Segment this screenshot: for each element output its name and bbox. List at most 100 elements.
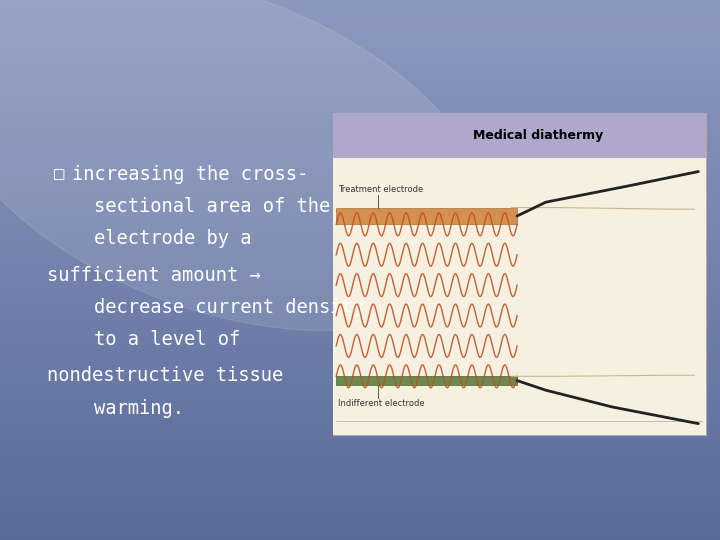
- Bar: [0, 198, 720, 201]
- Bar: [0, 133, 720, 137]
- Bar: [0, 93, 720, 97]
- Bar: [0, 130, 720, 133]
- Bar: [0, 414, 720, 417]
- Bar: [0, 69, 720, 72]
- Bar: [0, 158, 720, 162]
- Bar: [0, 216, 720, 220]
- Bar: [0, 497, 720, 501]
- Bar: [333, 113, 706, 158]
- Bar: [0, 454, 720, 457]
- Bar: [0, 101, 720, 104]
- Bar: [0, 108, 720, 112]
- Bar: [0, 457, 720, 461]
- Bar: [0, 479, 720, 482]
- Bar: [0, 363, 720, 367]
- Bar: [0, 177, 720, 180]
- Bar: [0, 7, 720, 11]
- Bar: [0, 288, 720, 292]
- Bar: [0, 342, 720, 346]
- Bar: [0, 443, 720, 447]
- Bar: [0, 285, 720, 288]
- Bar: [0, 205, 720, 209]
- Bar: [0, 378, 720, 382]
- Bar: [0, 11, 720, 15]
- Text: □: □: [54, 165, 65, 183]
- Bar: [0, 234, 720, 238]
- Bar: [0, 274, 720, 277]
- Bar: [0, 245, 720, 248]
- Bar: [0, 112, 720, 115]
- Bar: [0, 335, 720, 339]
- Bar: [0, 58, 720, 61]
- Bar: [0, 169, 720, 173]
- Bar: [0, 173, 720, 177]
- Bar: [0, 184, 720, 187]
- Bar: [0, 400, 720, 403]
- Bar: [0, 367, 720, 371]
- Bar: [0, 155, 720, 158]
- Bar: [0, 447, 720, 450]
- Bar: [0, 76, 720, 79]
- Bar: [0, 212, 720, 216]
- Text: electrode by a: electrode by a: [94, 230, 251, 248]
- Text: sectional area of the: sectional area of the: [94, 197, 330, 216]
- Text: Indifferent electrode: Indifferent electrode: [338, 399, 425, 408]
- Bar: [0, 417, 720, 421]
- Bar: [0, 29, 720, 32]
- Bar: [0, 180, 720, 184]
- Bar: [0, 25, 720, 29]
- Text: Medical diathermy: Medical diathermy: [472, 129, 603, 142]
- Bar: [0, 493, 720, 497]
- Bar: [0, 515, 720, 518]
- Bar: [0, 450, 720, 454]
- Text: to a level of: to a level of: [94, 330, 240, 349]
- Bar: [0, 393, 720, 396]
- Bar: [0, 349, 720, 353]
- Bar: [0, 43, 720, 47]
- Bar: [0, 166, 720, 169]
- Bar: [0, 15, 720, 18]
- Bar: [0, 313, 720, 317]
- Bar: [0, 137, 720, 140]
- Bar: [0, 522, 720, 525]
- Bar: [0, 140, 720, 144]
- Bar: [0, 385, 720, 389]
- Bar: [333, 113, 706, 435]
- Text: increasing the cross-: increasing the cross-: [72, 165, 308, 184]
- Bar: [0, 241, 720, 245]
- Bar: [0, 220, 720, 223]
- Bar: [0, 90, 720, 93]
- Text: nondestructive tissue: nondestructive tissue: [47, 366, 283, 385]
- Bar: [0, 360, 720, 363]
- Ellipse shape: [0, 0, 491, 330]
- Bar: [513, 225, 698, 376]
- Bar: [0, 436, 720, 439]
- Bar: [0, 151, 720, 155]
- Bar: [0, 299, 720, 302]
- Bar: [0, 468, 720, 471]
- Bar: [0, 259, 720, 263]
- Bar: [0, 432, 720, 436]
- Bar: [0, 353, 720, 356]
- Bar: [336, 207, 517, 225]
- Bar: [0, 320, 720, 324]
- Bar: [0, 72, 720, 76]
- Bar: [0, 54, 720, 58]
- Bar: [0, 252, 720, 255]
- Bar: [0, 302, 720, 306]
- Bar: [0, 501, 720, 504]
- Bar: [0, 482, 720, 486]
- Bar: [0, 123, 720, 126]
- Bar: [0, 194, 720, 198]
- Bar: [0, 525, 720, 529]
- Bar: [0, 508, 720, 511]
- Bar: [0, 324, 720, 328]
- Bar: [0, 529, 720, 533]
- Bar: [0, 421, 720, 425]
- Bar: [0, 22, 720, 25]
- Bar: [0, 65, 720, 69]
- Bar: [0, 83, 720, 86]
- Bar: [0, 191, 720, 194]
- Bar: [0, 317, 720, 320]
- Bar: [0, 18, 720, 22]
